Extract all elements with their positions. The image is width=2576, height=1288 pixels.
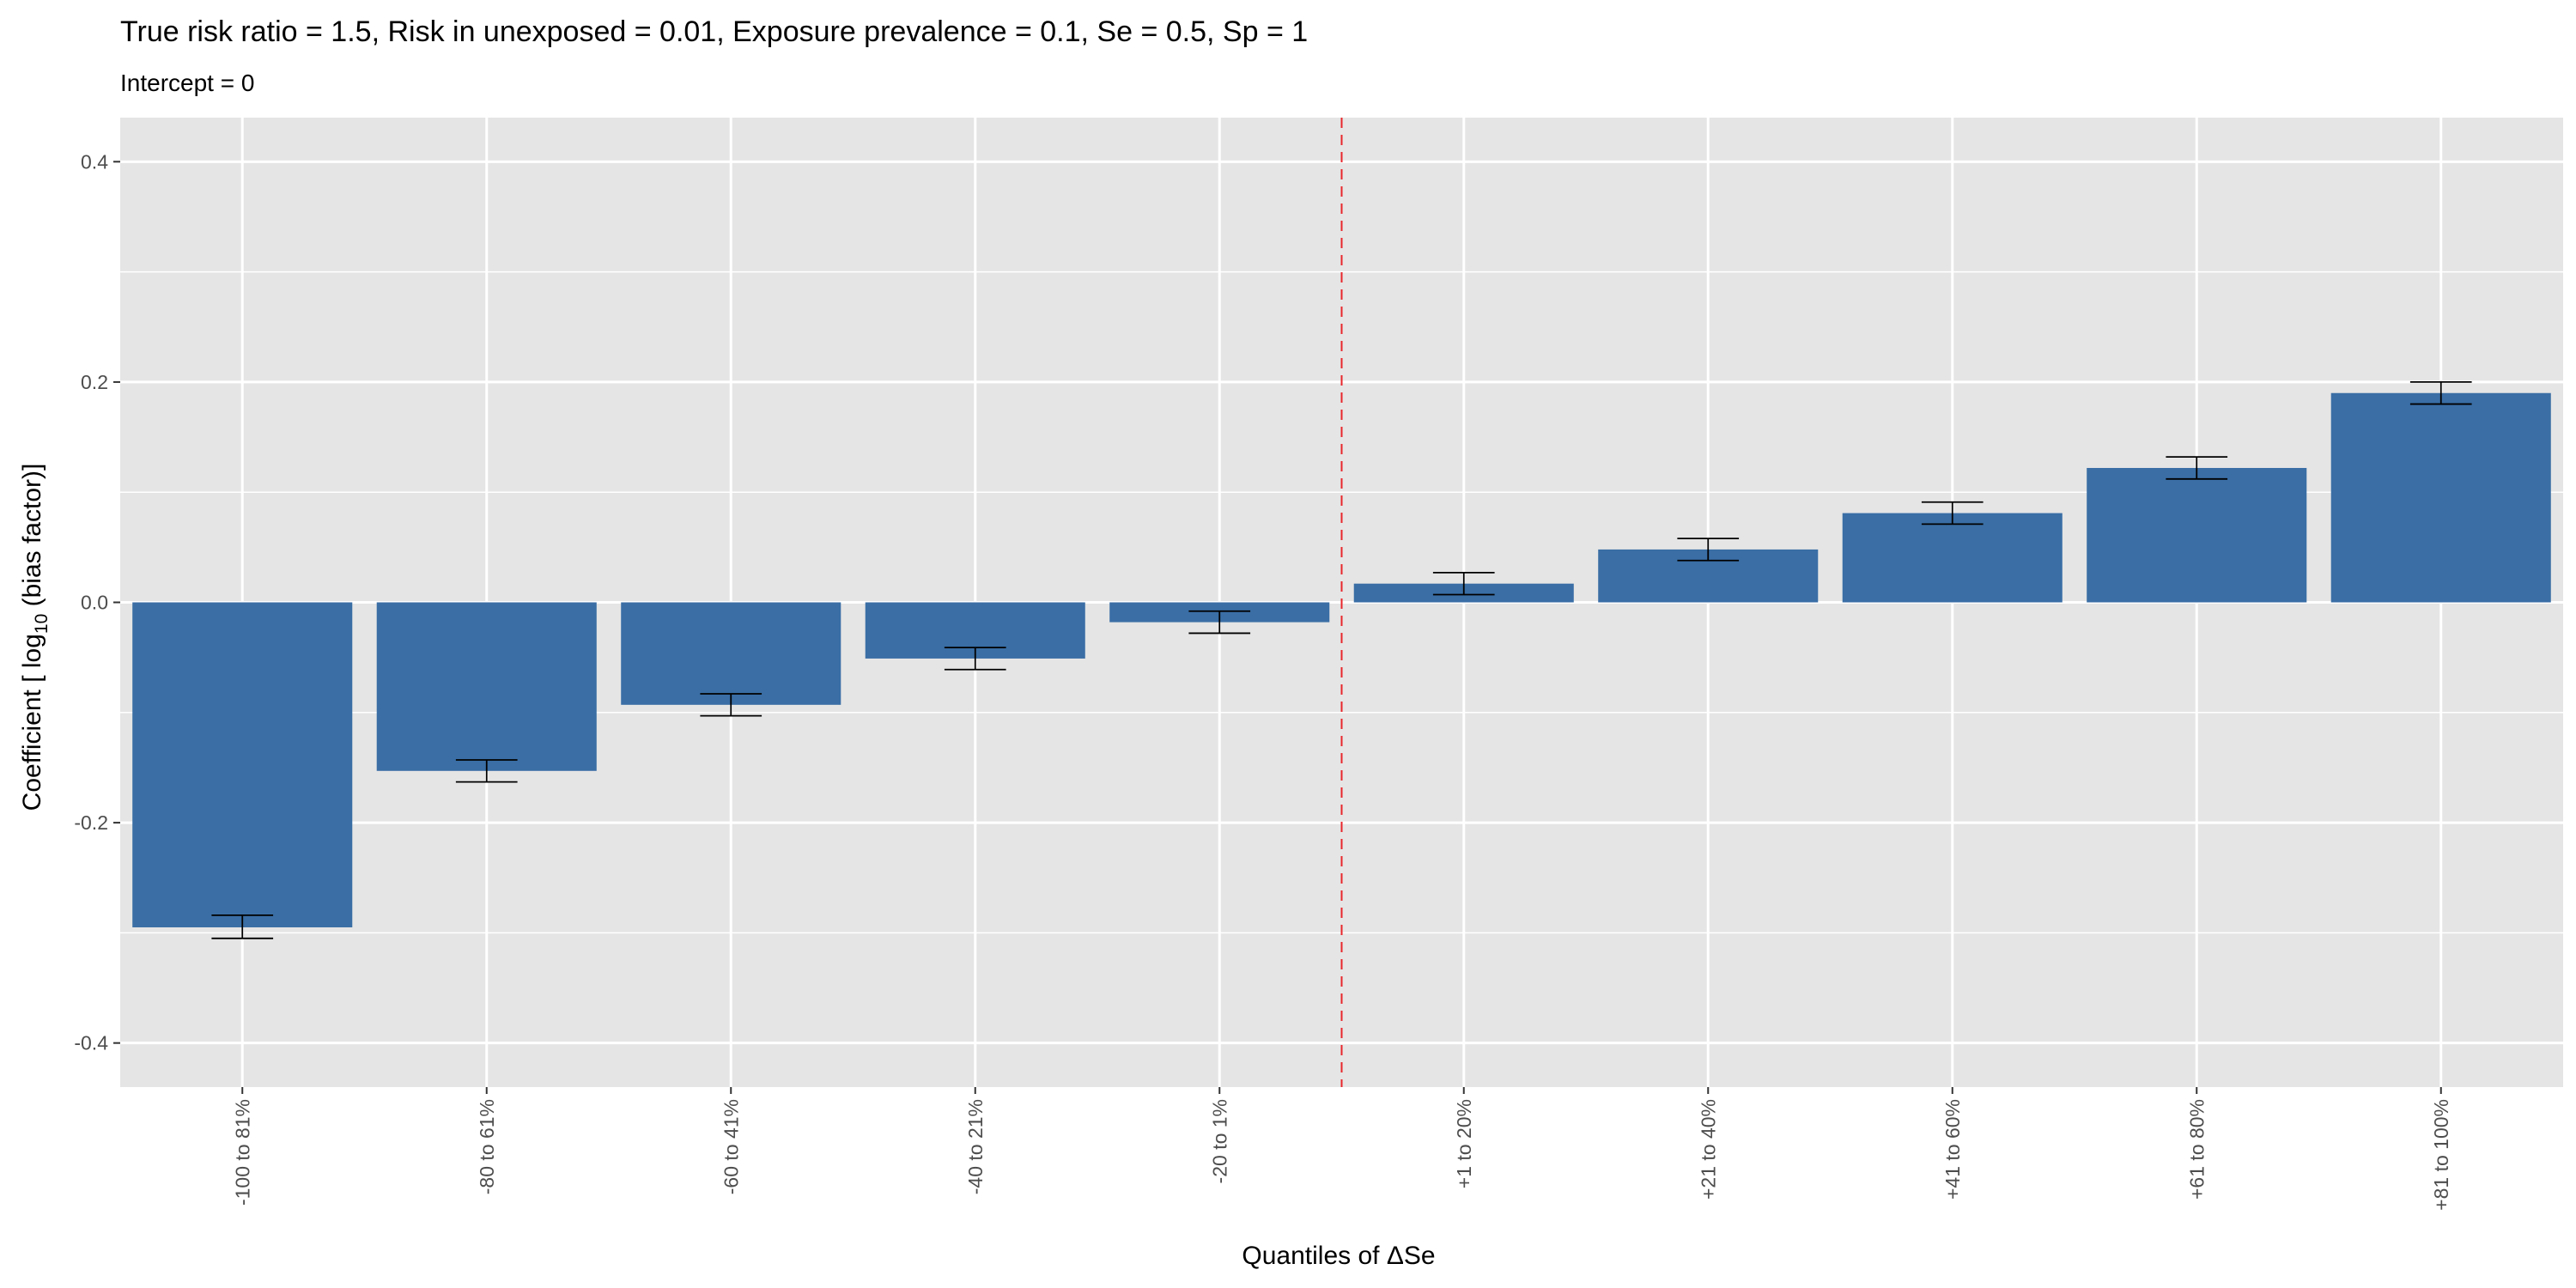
error-bar xyxy=(2409,381,2472,405)
chart-subtitle: Intercept = 0 xyxy=(120,70,254,96)
bar xyxy=(1842,513,2063,603)
y-axis: -0.4 -0.2 0.0 0.2 0.4 xyxy=(74,150,120,1054)
error-bar xyxy=(1677,538,1740,562)
x-tick-label: +1 to 20% xyxy=(1453,1099,1475,1188)
bar xyxy=(132,602,353,927)
x-tick-label: +61 to 80% xyxy=(2185,1099,2208,1200)
y-axis-title-prefix: Coefficient [ log xyxy=(18,634,46,811)
bar xyxy=(376,602,597,771)
error-bar xyxy=(1188,610,1251,635)
x-tick-label: +21 to 40% xyxy=(1697,1099,1719,1200)
y-tick-label: 0.4 xyxy=(81,150,108,173)
x-tick-label: -20 to 1% xyxy=(1208,1099,1230,1183)
bar xyxy=(621,602,841,705)
error-bar xyxy=(211,914,274,939)
error-bars xyxy=(211,381,2472,939)
error-bar xyxy=(2166,456,2228,480)
error-bar xyxy=(1921,501,1984,526)
error-bar xyxy=(944,647,1006,671)
x-tick-label: -100 to 81% xyxy=(231,1099,253,1206)
x-axis-title: Quantiles of ΔSe xyxy=(1242,1242,1435,1270)
y-tick-label: -0.4 xyxy=(74,1032,108,1054)
x-tick-label: -40 to 21% xyxy=(964,1099,987,1194)
y-tick-label: 0.2 xyxy=(81,371,108,393)
y-axis-title: Coefficient [ log10 (bias factor)] xyxy=(18,464,52,811)
bar xyxy=(2330,392,2551,603)
x-tick-label: +41 to 60% xyxy=(1941,1099,1964,1200)
y-axis-title-subscript: 10 xyxy=(32,614,52,634)
bars xyxy=(132,392,2551,927)
error-bar xyxy=(700,693,762,717)
x-tick-label: -60 to 41% xyxy=(720,1099,742,1194)
y-tick-label: -0.2 xyxy=(74,811,108,834)
chart-title: True risk ratio = 1.5, Risk in unexposed… xyxy=(120,15,1308,48)
x-axis: -100 to 81% -80 to 61% -60 to 41% -40 to 21… xyxy=(231,1087,2452,1211)
x-tick-label: -80 to 61% xyxy=(476,1099,498,1194)
y-axis-title-suffix: (bias factor)] xyxy=(18,464,46,614)
bar xyxy=(2087,467,2307,603)
error-bar xyxy=(1432,571,1495,596)
x-tick-label: +81 to 100% xyxy=(2430,1099,2452,1211)
y-tick-label: 0.0 xyxy=(81,592,108,614)
error-bar xyxy=(455,759,518,783)
